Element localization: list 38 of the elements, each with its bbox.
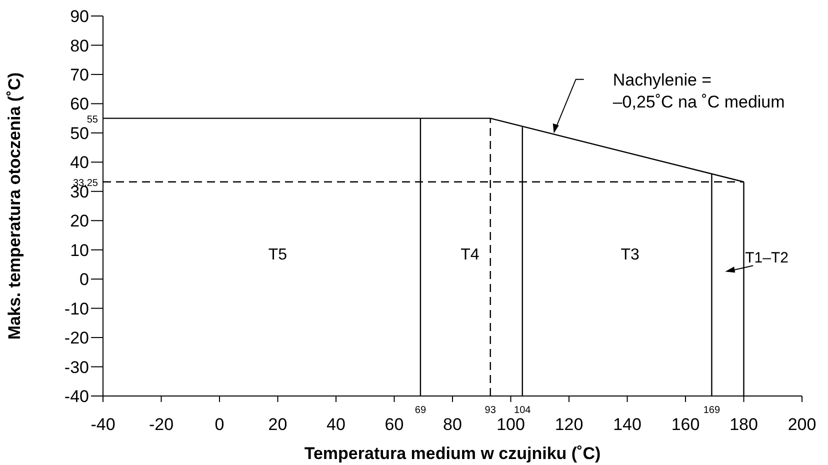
x-axis-title: Temperatura medium w czujniku (˚C) [304,444,601,463]
x-tick-label: 0 [214,415,224,434]
annotation: T3 [620,246,640,264]
x-tick-label: 180 [730,415,758,434]
annotation: T4 [460,246,480,264]
annotation: 104 [514,405,532,416]
y-tick-label: 10 [70,240,89,260]
y-tick-label: 90 [70,7,89,26]
annotation: 55 [86,114,98,126]
y-tick-label: -10 [64,299,89,318]
y-tick-label: -20 [64,328,89,348]
x-tick-label: 40 [326,415,346,434]
x-tick-label: 200 [788,415,816,434]
annotation: T1–T2 [745,250,788,267]
x-tick-label: -20 [148,415,174,434]
annotation: Nachylenie = –0,25˚C na ˚C medium [612,70,785,112]
y-tick-label: -30 [64,358,89,377]
x-tick-label: -40 [90,415,116,434]
x-tick-label: 60 [384,415,404,434]
annotation: T5 [268,246,288,264]
y-tick-label: 50 [70,124,89,143]
y-tick-label: 80 [70,36,89,56]
annotation: 93 [484,405,496,416]
x-tick-label: 80 [443,415,462,434]
y-tick-label: 60 [70,94,89,114]
x-tick-label: 100 [496,415,525,434]
y-tick-label: 20 [70,212,89,231]
y-tick-label: 40 [70,153,89,172]
y-axis-title: Maks. temperatura otoczenia (˚C) [5,72,24,340]
x-tick-label: 20 [268,415,288,434]
y-tick-label: -40 [64,387,89,406]
x-tick-label: 120 [554,415,584,434]
y-tick-label: 0 [80,270,89,290]
annotation: 69 [414,405,426,416]
y-tick-label: 70 [70,65,89,84]
annotation: 169 [703,405,720,416]
x-tick-label: 140 [613,415,642,434]
x-tick-label: 160 [671,415,700,434]
